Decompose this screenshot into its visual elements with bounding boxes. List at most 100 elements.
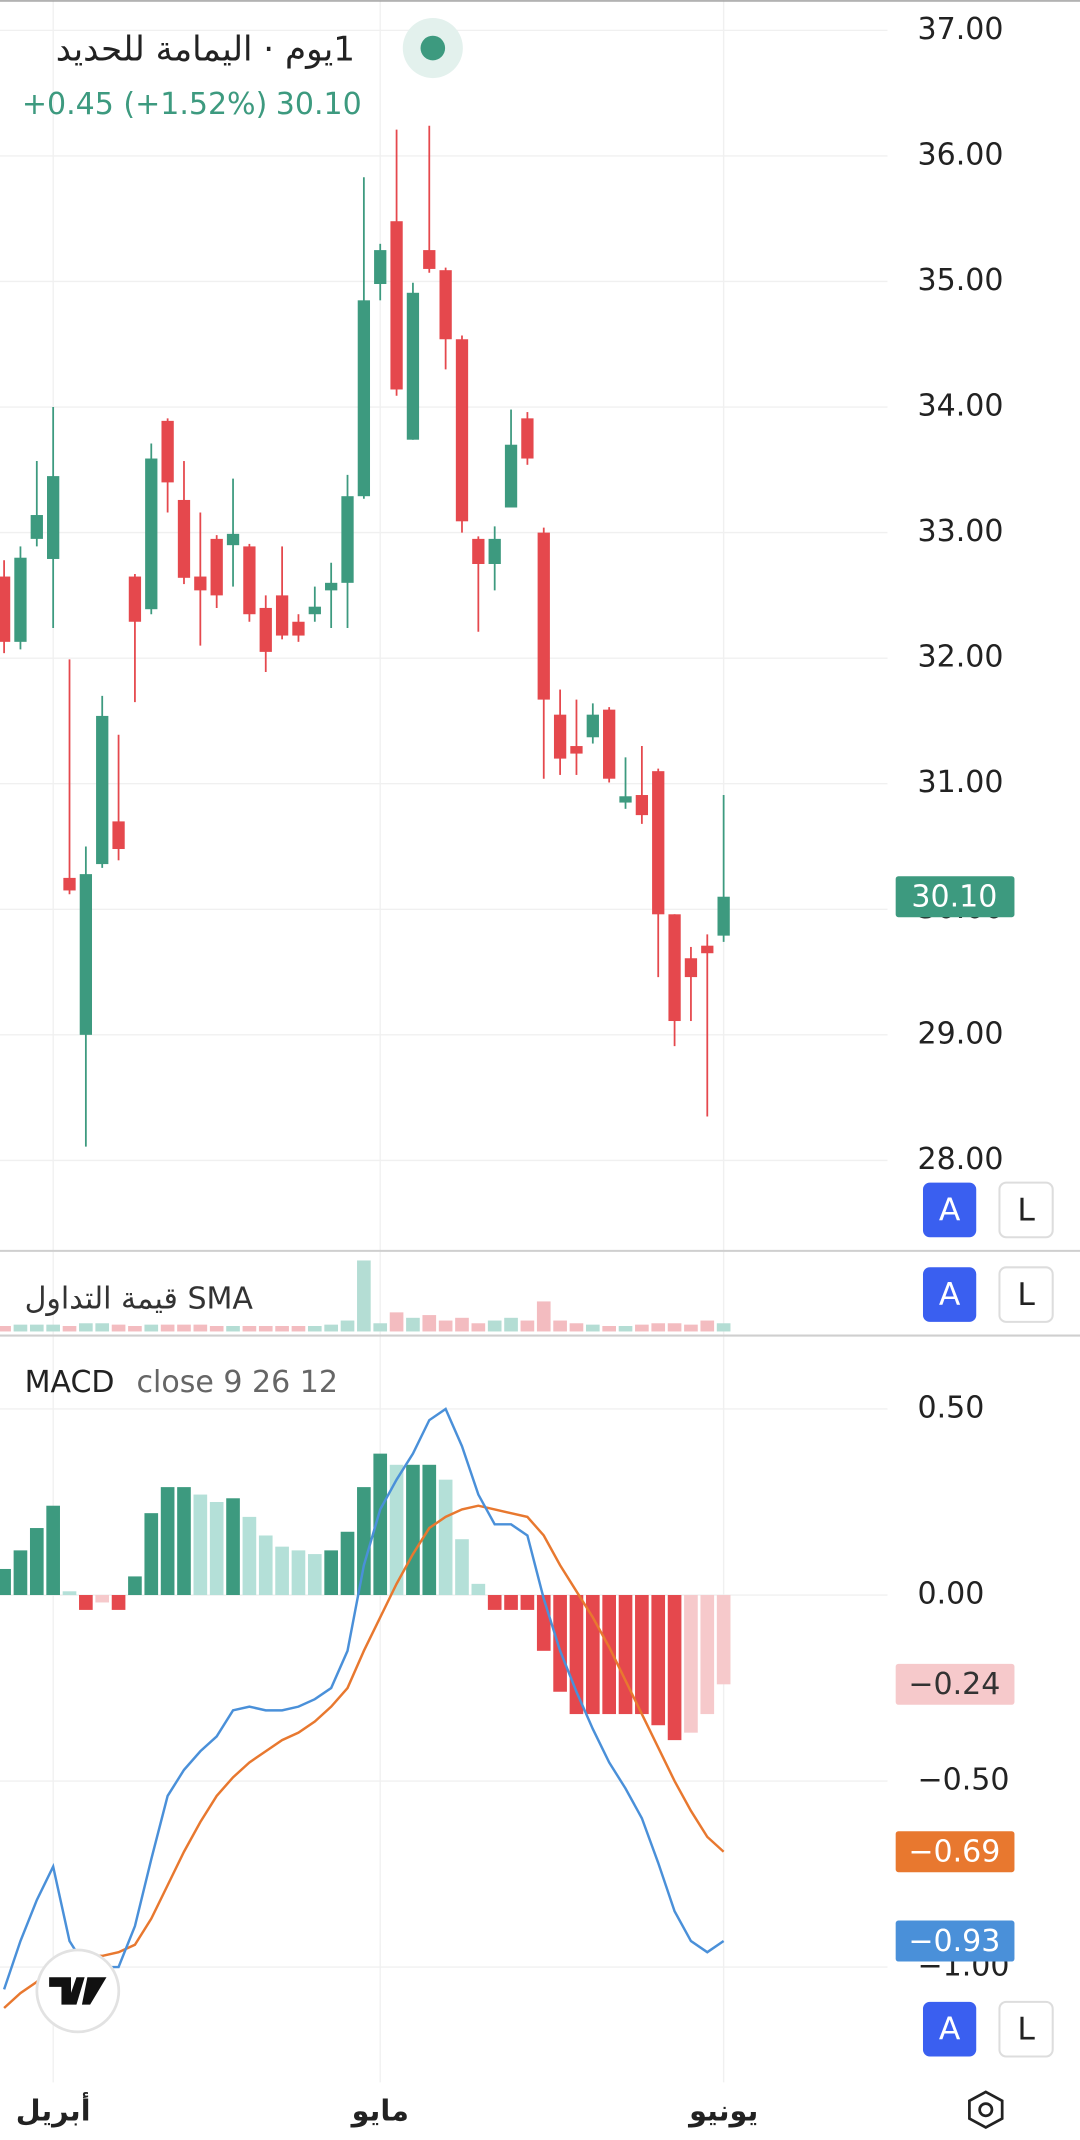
- volume-bar: [667, 1323, 682, 1332]
- y-tick-label: 31.00: [918, 765, 1004, 800]
- candle-body: [194, 576, 207, 591]
- x-tick-label: يونيو: [687, 2093, 758, 2127]
- symbol-title: 1يوم · اليمامة للحديد: [56, 29, 355, 69]
- candle-body: [0, 576, 11, 642]
- logo-icon[interactable]: [49, 1977, 107, 2005]
- candle-body: [504, 444, 518, 508]
- histogram-bar: [46, 1505, 60, 1596]
- volume-bar: [62, 1326, 77, 1332]
- last-price: 30.10: [276, 87, 362, 122]
- volume-bar: [373, 1323, 388, 1332]
- auto-scale-button[interactable]: [922, 1182, 977, 1238]
- histogram-bar: [504, 1595, 518, 1610]
- histogram-bar: [536, 1595, 551, 1651]
- histogram-bar: [242, 1516, 257, 1596]
- histogram-bar: [0, 1568, 11, 1596]
- volume-bar: [520, 1320, 535, 1332]
- volume-bar: [128, 1326, 142, 1332]
- y-tick-label: 36.00: [918, 137, 1004, 172]
- histogram-bar: [209, 1502, 224, 1596]
- candle-body: [128, 576, 142, 622]
- x-tick-label: أبريل: [16, 2091, 91, 2127]
- candle-body: [668, 914, 681, 1022]
- log-scale-button[interactable]: [998, 1181, 1054, 1239]
- candle-body: [47, 476, 60, 559]
- y-tick-label: 32.00: [918, 640, 1004, 675]
- settings-icon-center[interactable]: [978, 2102, 994, 2118]
- candle-body: [701, 945, 714, 954]
- volume-bar: [177, 1324, 191, 1332]
- value-badge: [895, 1663, 1015, 1705]
- histogram-bar: [340, 1531, 355, 1596]
- value-badge: [895, 1831, 1015, 1873]
- volume-bar: [406, 1317, 420, 1332]
- y-tick-label: 0.00: [918, 1577, 985, 1612]
- log-scale-label[interactable]: L: [1017, 1277, 1035, 1313]
- candle-body: [586, 714, 599, 738]
- auto-scale-button[interactable]: [922, 1267, 977, 1322]
- log-scale-button[interactable]: [998, 2000, 1054, 2058]
- y-tick-label: 37.00: [918, 12, 1004, 47]
- volume-bar: [422, 1315, 437, 1332]
- histogram-bar: [357, 1487, 371, 1596]
- volume-bar: [160, 1324, 175, 1332]
- y-tick-label: 34.00: [918, 389, 1004, 424]
- candle-body: [472, 538, 485, 564]
- histogram-bar: [553, 1595, 567, 1692]
- histogram-bar: [62, 1591, 77, 1596]
- volume-bar: [389, 1312, 404, 1332]
- volume-bar: [111, 1324, 126, 1332]
- candle-body: [652, 771, 665, 915]
- volume-bar: [438, 1320, 453, 1332]
- volume-bar: [553, 1320, 567, 1332]
- candle-body: [374, 250, 387, 285]
- histogram-bar: [406, 1464, 420, 1596]
- log-scale-label[interactable]: L: [1017, 2012, 1035, 2048]
- settings-icon[interactable]: [968, 2090, 1004, 2130]
- volume-bar: [602, 1326, 616, 1332]
- histogram-bar: [13, 1550, 28, 1596]
- histogram-bar: [275, 1546, 289, 1596]
- candle-body: [145, 458, 158, 610]
- histogram-bar: [389, 1464, 404, 1596]
- volume-bar: [585, 1324, 600, 1332]
- candle-body: [406, 292, 420, 440]
- macd-line: [2, 1407, 725, 1990]
- volume-bar: [307, 1326, 322, 1332]
- auto-scale-label[interactable]: A: [939, 2012, 961, 2048]
- candle-body: [635, 795, 649, 816]
- histogram-bar: [700, 1595, 715, 1715]
- volume-bar: [700, 1320, 715, 1332]
- auto-scale-label[interactable]: A: [939, 1277, 961, 1313]
- logo[interactable]: [35, 1948, 121, 2034]
- histogram-bar: [471, 1583, 486, 1596]
- histogram-bar: [602, 1595, 616, 1715]
- volume-bar: [0, 1326, 11, 1332]
- histogram-bar: [716, 1595, 731, 1685]
- histogram-bar: [258, 1535, 273, 1596]
- candle-body: [570, 746, 583, 754]
- histogram-bar: [684, 1595, 698, 1733]
- y-tick-label: 33.00: [918, 514, 1004, 549]
- log-scale-label[interactable]: L: [1017, 1192, 1035, 1228]
- histogram-bar: [487, 1595, 502, 1610]
- volume-bar: [536, 1301, 551, 1332]
- candle-body: [161, 420, 174, 483]
- signal-line: [3, 1504, 725, 2009]
- candle-body: [112, 821, 125, 850]
- volume-bar: [716, 1323, 731, 1332]
- volume-bar: [504, 1317, 518, 1332]
- histogram-bar: [585, 1595, 600, 1715]
- candle-body: [96, 715, 109, 865]
- auto-scale-label[interactable]: A: [939, 1192, 961, 1228]
- value-badge-label: 30.10: [911, 880, 997, 915]
- histogram-bar: [324, 1550, 338, 1596]
- log-scale-button[interactable]: [998, 1266, 1054, 1323]
- histogram-bar: [618, 1595, 633, 1715]
- volume-bar: [258, 1326, 273, 1332]
- auto-scale-button[interactable]: [922, 2001, 977, 2057]
- y-tick-label: 0.50: [918, 1390, 985, 1425]
- volume-bar: [209, 1326, 224, 1332]
- y-tick-label: −0.50: [918, 1763, 1010, 1798]
- candle-body: [341, 496, 354, 583]
